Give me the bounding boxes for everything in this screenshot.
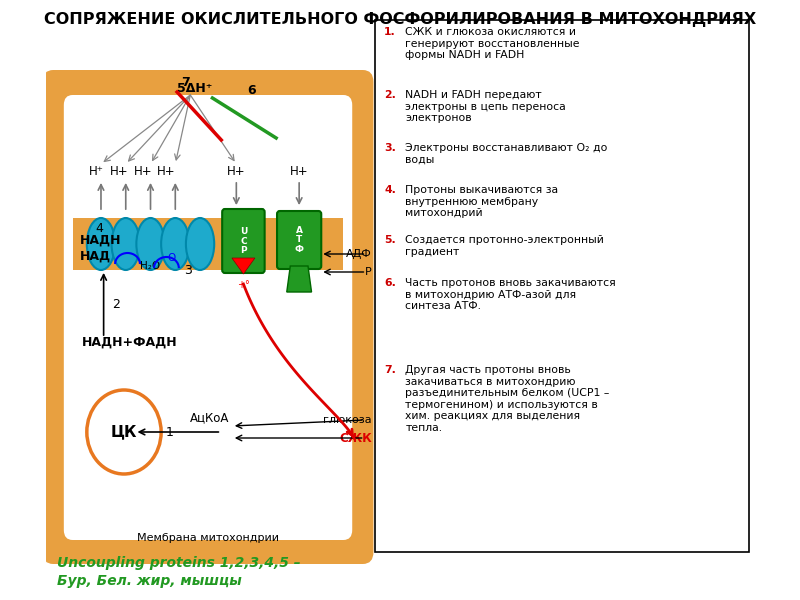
Text: 3.: 3. [384, 143, 396, 153]
Text: 2: 2 [113, 298, 120, 311]
Text: 4: 4 [95, 221, 103, 235]
Text: NADH и FADH передают
электроны в цепь переноса
электронов: NADH и FADH передают электроны в цепь пе… [406, 90, 566, 123]
Text: Uncoupling proteins 1,2,3,4,5 –: Uncoupling proteins 1,2,3,4,5 – [57, 556, 301, 570]
Text: U
C
P: U C P [240, 227, 247, 255]
Text: ЦК: ЦК [110, 425, 138, 439]
Text: АцКоА: АцКоА [190, 411, 230, 424]
Text: глюкоза: глюкоза [323, 415, 372, 425]
Text: 4.: 4. [384, 185, 396, 195]
Text: СЖК: СЖК [339, 431, 372, 445]
Bar [73, 218, 343, 270]
Text: H+: H+ [290, 165, 309, 178]
Text: Бур, Бел. жир, мышцы: Бур, Бел. жир, мышцы [57, 574, 242, 588]
Text: Создается протонно-электронный
градиент: Создается протонно-электронный градиент [406, 235, 604, 257]
Text: 6.: 6. [384, 278, 396, 288]
Text: O: O [168, 253, 176, 263]
Ellipse shape [136, 218, 165, 270]
Text: 6: 6 [247, 83, 256, 97]
Text: Р: Р [365, 267, 372, 277]
Text: H+: H+ [110, 165, 129, 178]
Text: +°: +° [237, 280, 250, 290]
Text: 1: 1 [166, 425, 174, 439]
Text: 7: 7 [182, 76, 190, 88]
Text: АДФ: АДФ [346, 249, 372, 259]
FancyBboxPatch shape [42, 70, 374, 564]
Text: H+: H+ [134, 165, 153, 178]
Text: Электроны восстанавливают О₂ до
воды: Электроны восстанавливают О₂ до воды [406, 143, 608, 164]
Text: СОПРЯЖЕНИЕ ОКИСЛИТЕЛЬНОГО ФОСФОРИЛИРОВАНИЯ В МИТОХОНДРИЯХ: СОПРЯЖЕНИЕ ОКИСЛИТЕЛЬНОГО ФОСФОРИЛИРОВАН… [44, 12, 756, 27]
Ellipse shape [186, 218, 214, 270]
Text: H₂O: H₂O [141, 261, 161, 271]
Polygon shape [232, 258, 255, 274]
Text: НАДН+ФАДН: НАДН+ФАДН [82, 335, 177, 349]
FancyBboxPatch shape [222, 209, 265, 273]
Text: A
T
Ф: A T Ф [294, 226, 304, 254]
Text: H+: H+ [227, 165, 246, 178]
Text: Часть протонов вновь закачиваются
в митохондрию АТФ-азой для
синтеза АТФ.: Часть протонов вновь закачиваются в мито… [406, 278, 616, 311]
Text: Протоны выкачиваются за
внутреннюю мембрану
митохондрий: Протоны выкачиваются за внутреннюю мембр… [406, 185, 558, 218]
Text: 1.: 1. [384, 27, 396, 37]
Circle shape [87, 390, 161, 474]
Text: 7.: 7. [384, 365, 396, 375]
Text: СЖК и глюкоза окисляются и
генерируют восстановленные
формы NADH и FADH: СЖК и глюкоза окисляются и генерируют во… [406, 27, 580, 60]
Text: НАДН: НАДН [80, 233, 122, 247]
Text: H+: H+ [157, 165, 176, 178]
Polygon shape [286, 266, 311, 292]
Text: Другая часть протоны вновь
закачиваться в митохондрию
разъединительным белком (U: Другая часть протоны вновь закачиваться … [406, 365, 610, 433]
FancyBboxPatch shape [64, 95, 352, 540]
Ellipse shape [161, 218, 190, 270]
FancyBboxPatch shape [277, 211, 322, 269]
Text: НАД: НАД [80, 250, 111, 263]
Text: H⁺: H⁺ [89, 165, 104, 178]
Text: 5ΔH⁺: 5ΔH⁺ [177, 82, 213, 94]
Ellipse shape [111, 218, 140, 270]
Text: 5.: 5. [384, 235, 396, 245]
Text: 3: 3 [184, 263, 192, 277]
FancyBboxPatch shape [375, 20, 749, 552]
Text: Мембрана митохондрии: Мембрана митохондрии [137, 533, 279, 543]
Ellipse shape [87, 218, 115, 270]
Text: 2.: 2. [384, 90, 396, 100]
